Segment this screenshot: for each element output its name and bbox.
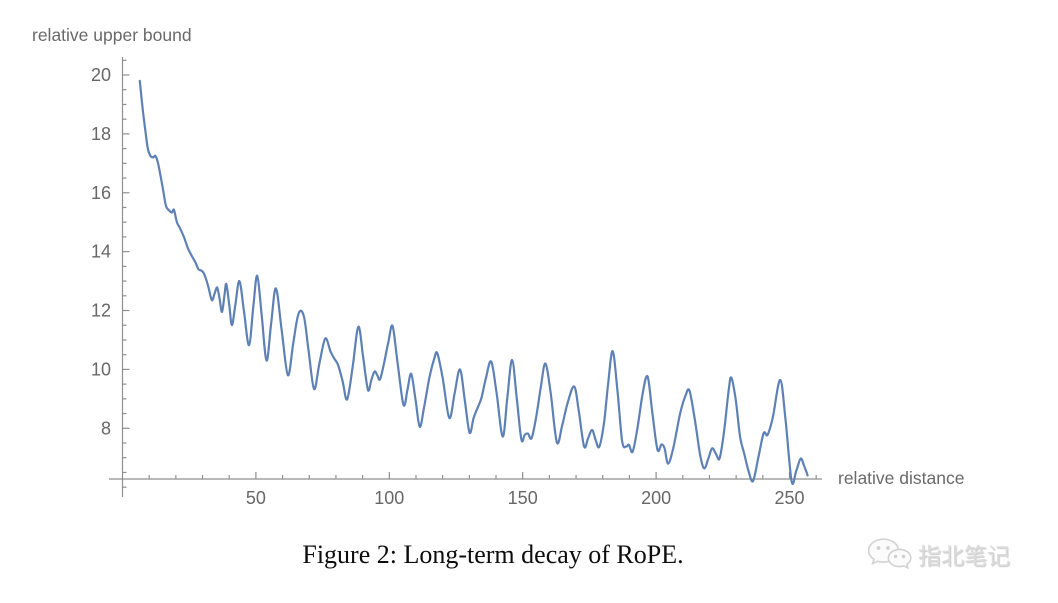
watermark-text: 指北笔记 bbox=[918, 543, 1010, 569]
x-tick-label: 150 bbox=[508, 488, 538, 508]
y-tick-label: 8 bbox=[101, 418, 111, 438]
y-tick-label: 16 bbox=[91, 183, 111, 203]
x-axis-title: relative distance bbox=[838, 468, 965, 488]
watermark: 指北笔记 bbox=[866, 537, 1010, 571]
figure-caption: Figure 2: Long-term decay of RoPE. bbox=[302, 540, 684, 569]
y-tick-label: 20 bbox=[91, 65, 111, 85]
y-axis-title: relative upper bound bbox=[32, 25, 192, 45]
x-tick-label: 250 bbox=[774, 488, 804, 508]
y-tick-label: 18 bbox=[91, 124, 111, 144]
y-tick-label: 12 bbox=[91, 301, 111, 321]
y-tick-label: 10 bbox=[91, 359, 111, 379]
x-tick-label: 200 bbox=[641, 488, 671, 508]
rope-curve bbox=[138, 79, 809, 485]
wechat-chat-bubbles-icon bbox=[867, 538, 912, 570]
y-tick-label: 14 bbox=[91, 242, 111, 262]
x-tick-label: 100 bbox=[374, 488, 404, 508]
x-tick-label: 50 bbox=[246, 488, 266, 508]
rope-decay-line-chart: 50 100 150 200 250 8 10 12 14 16 18 20 bbox=[91, 57, 822, 508]
